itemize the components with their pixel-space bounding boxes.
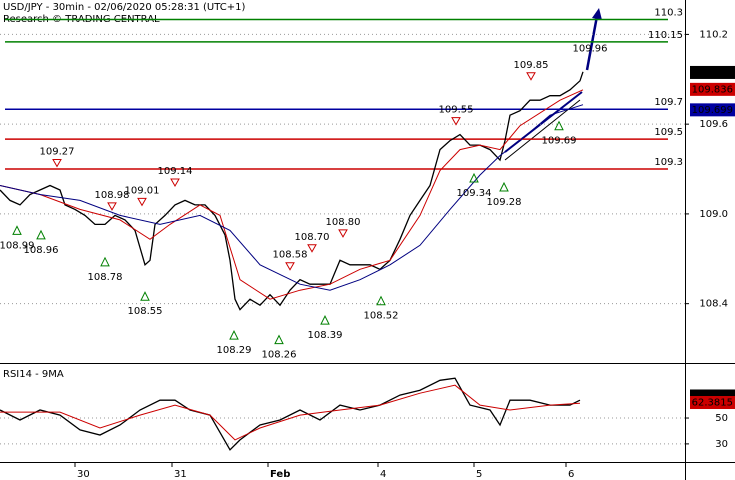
high-label: 108.80	[326, 217, 361, 228]
low-marker	[499, 181, 509, 192]
high-marker	[285, 262, 295, 271]
low-label: 108.29	[217, 345, 252, 356]
arrow-head	[592, 8, 602, 20]
series-line	[0, 71, 584, 311]
x-tick-label: 4	[380, 469, 386, 480]
high-marker	[451, 117, 461, 126]
high-marker	[338, 229, 348, 238]
low-marker	[469, 172, 479, 183]
low-marker	[376, 295, 386, 306]
y-tick-label: 110.2	[699, 29, 728, 40]
low-marker	[140, 291, 150, 301]
high-marker	[307, 244, 317, 253]
high-label: 109.14	[158, 166, 193, 177]
price-tag	[690, 396, 735, 410]
high-marker	[52, 159, 62, 168]
low-label: 108.99	[0, 240, 35, 251]
price-tag-label: 109.949	[692, 67, 733, 78]
series-line	[0, 377, 581, 451]
low-marker	[320, 315, 330, 325]
low-label: 108.96	[24, 245, 59, 256]
low-label: 109.34	[457, 188, 492, 199]
price-tag	[690, 65, 735, 79]
high-label: 109.27	[40, 147, 75, 158]
high-label: 109.55	[439, 105, 474, 116]
low-marker	[12, 225, 22, 235]
high-marker	[526, 72, 536, 81]
x-tick-label: 31	[174, 469, 187, 480]
price-tag-label: 109.836	[692, 84, 733, 95]
level-label: 109.7	[654, 97, 683, 108]
y-tick-label: 108.4	[699, 299, 728, 310]
price-tag	[690, 103, 735, 117]
level-label: 110.3	[654, 7, 683, 18]
panel-title: RSI14 - 9MA	[3, 369, 64, 380]
low-label: 108.26	[262, 350, 297, 361]
low-label: 108.78	[88, 272, 123, 283]
y-tick-label: 50	[715, 413, 728, 424]
low-marker	[274, 334, 284, 345]
price-tag-label: 109.699	[692, 105, 733, 116]
level-label: 109.5	[654, 127, 683, 138]
low-label: 108.52	[364, 311, 399, 322]
low-label: 108.39	[308, 330, 343, 341]
y-tick-label: 30	[715, 439, 728, 450]
low-marker	[36, 229, 46, 240]
series-line	[0, 104, 584, 291]
low-label: 109.28	[487, 197, 522, 208]
low-label: 108.55	[128, 306, 163, 317]
low-marker	[100, 256, 110, 267]
high-marker	[170, 178, 180, 187]
low-marker	[229, 329, 239, 340]
x-tick-label: Feb	[270, 469, 290, 480]
low-label: 109.69	[542, 136, 577, 147]
high-label: 108.98	[95, 190, 130, 201]
y-tick-label: 109.6	[699, 119, 728, 130]
price-tag-label: 62.3815	[692, 398, 733, 409]
price-label: 109.96	[573, 43, 608, 54]
x-tick-label: 5	[476, 469, 482, 480]
series-line	[0, 384, 581, 441]
price-tag	[690, 82, 735, 96]
forecast-arrow	[585, 15, 599, 71]
y-tick-label: 109.0	[699, 209, 728, 220]
level-label: 110.15	[648, 30, 683, 41]
chart-title: USD/JPY - 30min - 02/06/2020 05:28:31 (U…	[3, 2, 245, 13]
high-label: 109.85	[514, 60, 549, 71]
high-marker	[107, 202, 117, 211]
x-tick-label: 30	[77, 469, 90, 480]
high-label: 108.70	[295, 232, 330, 243]
high-label: 108.58	[273, 250, 308, 261]
x-tick-label: 6	[568, 469, 574, 480]
high-label: 109.01	[125, 185, 160, 196]
high-marker	[137, 197, 147, 207]
low-marker	[554, 120, 564, 131]
level-label: 109.3	[654, 157, 683, 168]
